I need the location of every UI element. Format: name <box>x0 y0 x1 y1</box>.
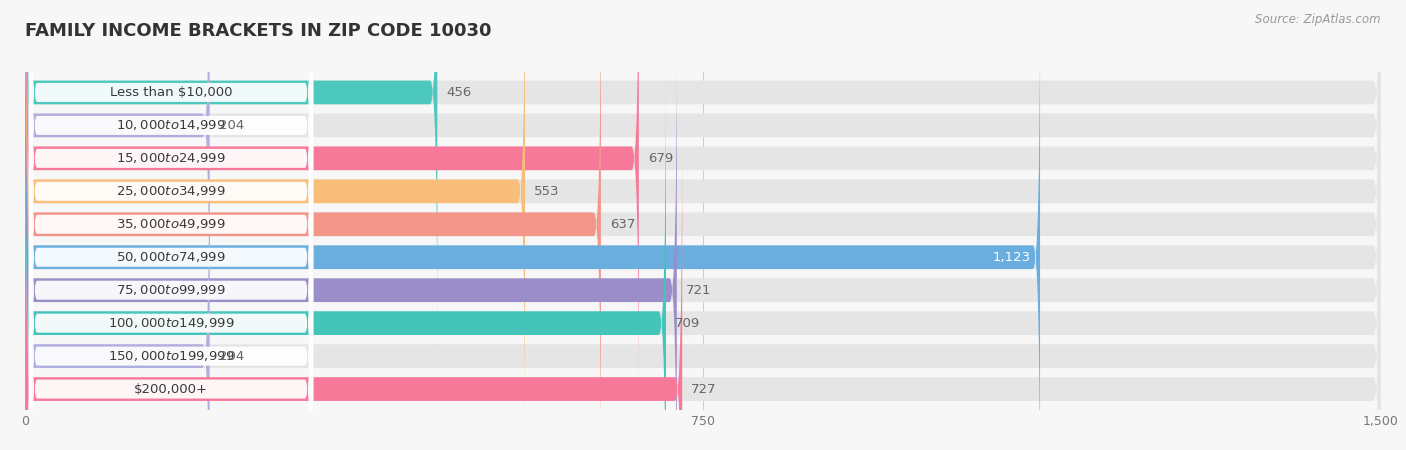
FancyBboxPatch shape <box>25 38 676 450</box>
FancyBboxPatch shape <box>25 5 1381 450</box>
FancyBboxPatch shape <box>25 0 600 450</box>
Text: $150,000 to $199,999: $150,000 to $199,999 <box>108 349 235 363</box>
FancyBboxPatch shape <box>25 72 1381 450</box>
FancyBboxPatch shape <box>30 0 314 379</box>
FancyBboxPatch shape <box>25 0 1381 377</box>
Text: 679: 679 <box>648 152 673 165</box>
FancyBboxPatch shape <box>25 38 1381 450</box>
FancyBboxPatch shape <box>25 0 638 410</box>
FancyBboxPatch shape <box>25 0 1381 443</box>
Text: 709: 709 <box>675 317 700 330</box>
FancyBboxPatch shape <box>30 102 314 450</box>
Text: 637: 637 <box>610 218 636 231</box>
Text: $25,000 to $34,999: $25,000 to $34,999 <box>117 184 226 198</box>
FancyBboxPatch shape <box>25 137 1381 450</box>
Text: $75,000 to $99,999: $75,000 to $99,999 <box>117 283 226 297</box>
FancyBboxPatch shape <box>25 72 666 450</box>
FancyBboxPatch shape <box>25 0 209 377</box>
Text: $35,000 to $49,999: $35,000 to $49,999 <box>117 217 226 231</box>
Text: $15,000 to $24,999: $15,000 to $24,999 <box>117 151 226 165</box>
Text: FAMILY INCOME BRACKETS IN ZIP CODE 10030: FAMILY INCOME BRACKETS IN ZIP CODE 10030 <box>25 22 492 40</box>
FancyBboxPatch shape <box>25 104 209 450</box>
FancyBboxPatch shape <box>30 0 314 446</box>
FancyBboxPatch shape <box>30 0 314 450</box>
Text: Source: ZipAtlas.com: Source: ZipAtlas.com <box>1256 14 1381 27</box>
FancyBboxPatch shape <box>30 36 314 450</box>
Text: 553: 553 <box>534 185 560 198</box>
Text: 456: 456 <box>446 86 471 99</box>
Text: 1,123: 1,123 <box>993 251 1031 264</box>
FancyBboxPatch shape <box>25 104 1381 450</box>
FancyBboxPatch shape <box>25 0 1381 450</box>
FancyBboxPatch shape <box>25 0 437 344</box>
FancyBboxPatch shape <box>25 137 682 450</box>
FancyBboxPatch shape <box>30 69 314 450</box>
Text: $10,000 to $14,999: $10,000 to $14,999 <box>117 118 226 132</box>
Text: $100,000 to $149,999: $100,000 to $149,999 <box>108 316 235 330</box>
Text: 721: 721 <box>686 284 711 297</box>
Text: Less than $10,000: Less than $10,000 <box>110 86 232 99</box>
Text: $50,000 to $74,999: $50,000 to $74,999 <box>117 250 226 264</box>
FancyBboxPatch shape <box>25 5 1040 450</box>
FancyBboxPatch shape <box>30 0 314 450</box>
FancyBboxPatch shape <box>25 0 1381 410</box>
FancyBboxPatch shape <box>30 0 314 413</box>
Text: $200,000+: $200,000+ <box>134 382 208 396</box>
FancyBboxPatch shape <box>30 3 314 450</box>
FancyBboxPatch shape <box>30 0 314 450</box>
Text: 727: 727 <box>692 382 717 396</box>
FancyBboxPatch shape <box>25 0 1381 344</box>
FancyBboxPatch shape <box>25 0 524 443</box>
Text: 204: 204 <box>219 119 243 132</box>
Text: 204: 204 <box>219 350 243 363</box>
